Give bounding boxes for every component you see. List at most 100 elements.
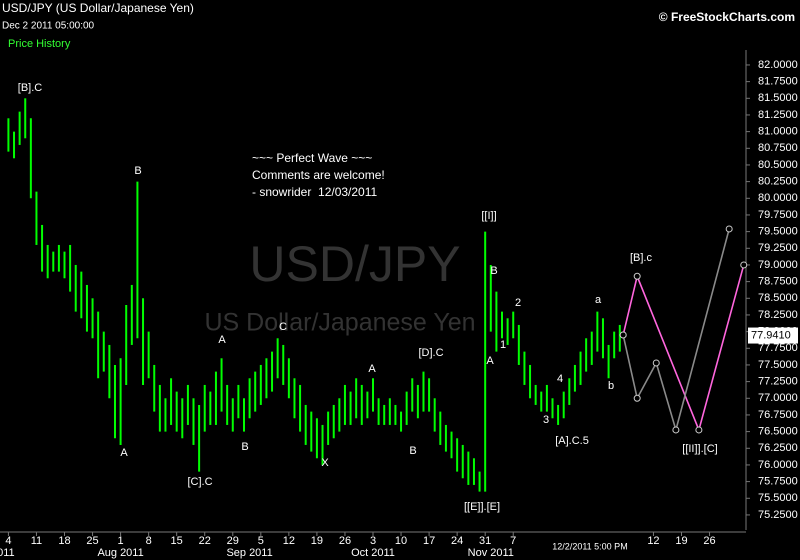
x-tick-label: 18 bbox=[58, 535, 70, 547]
projection-point bbox=[633, 272, 641, 280]
y-tick-label: 81.7500 bbox=[758, 76, 798, 88]
last-price-box bbox=[748, 327, 798, 344]
y-tick-label: 80.5000 bbox=[758, 159, 798, 171]
x-tick-label: 19 bbox=[311, 535, 323, 547]
wave-label: [C].C bbox=[187, 476, 212, 488]
x-tick-label: 24 bbox=[451, 535, 463, 547]
month-label: 2011 bbox=[0, 547, 15, 559]
month-label: Nov 2011 bbox=[468, 547, 514, 559]
wave-label: [[E]].[E] bbox=[464, 501, 500, 513]
projection-point bbox=[695, 426, 703, 434]
last-price-label: 77.9410 bbox=[751, 329, 791, 341]
projection-line bbox=[622, 264, 745, 433]
wave-label: A bbox=[120, 447, 128, 459]
y-tick-label: 80.7500 bbox=[758, 142, 798, 154]
watermark: USD/JPY bbox=[249, 236, 460, 292]
y-tick-label: 76.5000 bbox=[758, 426, 798, 438]
watermark-subtitle: US Dollar/Japanese Yen bbox=[204, 309, 475, 337]
x-tick-label: 26 bbox=[339, 535, 351, 547]
x-tick-label: 5 bbox=[258, 535, 264, 547]
x-tick-label: 8 bbox=[146, 535, 152, 547]
x-tick-label: 29 bbox=[227, 535, 239, 547]
y-tick-label: 78.2500 bbox=[758, 309, 798, 321]
x-tick-label: 22 bbox=[199, 535, 211, 547]
x-tick-label: 10 bbox=[395, 535, 407, 547]
month-label: Oct 2011 bbox=[351, 547, 395, 559]
projection-point bbox=[619, 331, 627, 339]
wave-label: 1 bbox=[500, 339, 506, 351]
y-tick-label: 80.0000 bbox=[758, 192, 798, 204]
month-label: Aug 2011 bbox=[97, 547, 143, 559]
wave-label: [D].C bbox=[418, 347, 443, 359]
x-tick-label: 25 bbox=[86, 535, 98, 547]
y-tick-label: 76.2500 bbox=[758, 442, 798, 454]
x-tick-label: 7 bbox=[510, 535, 516, 547]
panel-label: Price History bbox=[8, 38, 71, 50]
y-tick-label: 76.0000 bbox=[758, 459, 798, 471]
y-tick-label: 77.2500 bbox=[758, 376, 798, 388]
projection-point bbox=[672, 426, 680, 434]
note-line: - snowrider 12/03/2011 bbox=[252, 185, 378, 199]
y-tick-label: 75.7500 bbox=[758, 476, 798, 488]
wave-label: A bbox=[486, 355, 494, 367]
wave-label: [[I]] bbox=[481, 210, 496, 222]
x-tick-label: 4 bbox=[5, 535, 11, 547]
y-tick-label: 78.7500 bbox=[758, 276, 798, 288]
x-tick-label: 31 bbox=[479, 535, 491, 547]
wave-label: 3 bbox=[543, 414, 549, 426]
wave-label: B bbox=[134, 165, 141, 177]
x-tick-label: 3 bbox=[370, 535, 376, 547]
projection-point bbox=[740, 261, 748, 269]
projection-point bbox=[633, 394, 641, 402]
x-tick-label: 17 bbox=[423, 535, 435, 547]
y-tick-label: 79.7500 bbox=[758, 209, 798, 221]
y-tick-label: 79.2500 bbox=[758, 242, 798, 254]
y-tick-label: 79.5000 bbox=[758, 226, 798, 238]
y-tick-label: 77.7500 bbox=[758, 342, 798, 354]
wave-label: [[II]].[C] bbox=[682, 443, 717, 455]
timestamp: Dec 2 2011 05:00:00 bbox=[2, 21, 95, 32]
y-tick-label: 82.0000 bbox=[758, 59, 798, 71]
x-tick-label: 1 bbox=[118, 535, 124, 547]
wave-label: B bbox=[490, 265, 497, 277]
y-tick-label: 81.0000 bbox=[758, 126, 798, 138]
wave-label: [B].c bbox=[630, 252, 653, 264]
y-tick-label: 78.5000 bbox=[758, 292, 798, 304]
y-tick-label: 81.2500 bbox=[758, 109, 798, 121]
wave-label: 4 bbox=[557, 373, 563, 385]
y-tick-label: 77.5000 bbox=[758, 359, 798, 371]
projection-point bbox=[725, 225, 733, 233]
wave-label: C bbox=[279, 321, 287, 333]
wave-label: A bbox=[368, 363, 376, 375]
wave-label: 2 bbox=[515, 297, 521, 309]
wave-label: B bbox=[241, 441, 248, 453]
x-tick-label: 19 bbox=[675, 535, 687, 547]
wave-label: [A].C.5 bbox=[555, 435, 589, 447]
x-tick-label: 26 bbox=[703, 535, 715, 547]
wave-label: [B].C bbox=[18, 82, 43, 94]
wave-label: A bbox=[218, 334, 226, 346]
note-line: ~~~ Perfect Wave ~~~ bbox=[252, 151, 372, 165]
y-tick-label: 81.5000 bbox=[758, 92, 798, 104]
x-tick-label: 12 bbox=[647, 535, 659, 547]
x-tick-label: 15 bbox=[171, 535, 183, 547]
wave-label: X bbox=[321, 457, 329, 469]
x-tick-label: 12 bbox=[283, 535, 295, 547]
cursor-label: 12/2/2011 5:00 PM bbox=[552, 541, 627, 551]
brand: © FreeStockCharts.com bbox=[659, 10, 795, 24]
wave-label: a bbox=[595, 294, 602, 306]
y-tick-label: 75.5000 bbox=[758, 492, 798, 504]
y-tick-label: 75.2500 bbox=[758, 509, 798, 521]
wave-label: B bbox=[409, 445, 416, 457]
x-tick-label: 11 bbox=[31, 535, 42, 547]
wave-label: b bbox=[608, 380, 614, 392]
projection-point bbox=[652, 359, 660, 367]
y-tick-label: 76.7500 bbox=[758, 409, 798, 421]
month-label: Sep 2011 bbox=[226, 547, 272, 559]
y-tick-label: 77.0000 bbox=[758, 392, 798, 404]
note-line: Comments are welcome! bbox=[252, 168, 385, 182]
y-tick-label: 79.0000 bbox=[758, 259, 798, 271]
chart-title: USD/JPY (US Dollar/Japanese Yen) bbox=[2, 1, 194, 15]
y-tick-label: 80.2500 bbox=[758, 176, 798, 188]
